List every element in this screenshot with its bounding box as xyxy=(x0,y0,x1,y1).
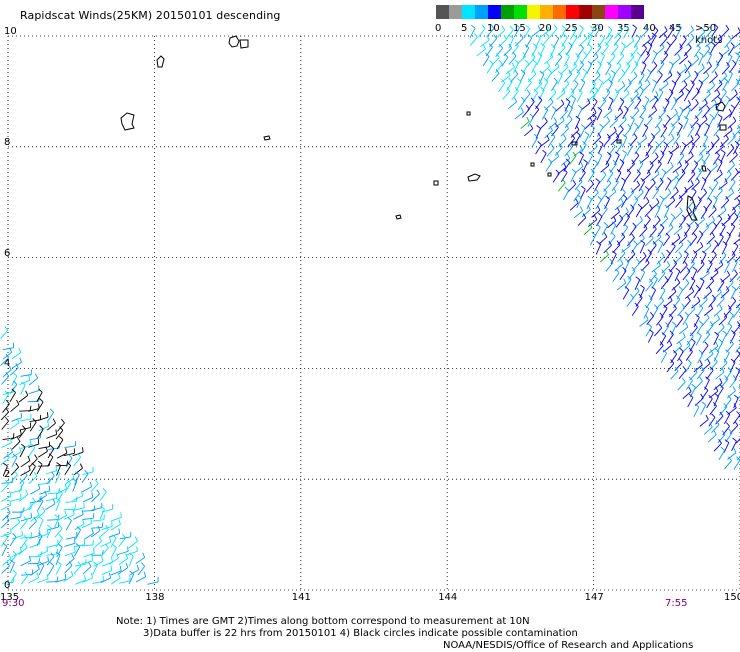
island-outline xyxy=(434,181,438,185)
credit-line: NOAA/NESDIS/Office of Research and Appli… xyxy=(443,640,693,652)
lat-lon-grid xyxy=(8,36,740,590)
longitude-tick-label: 144 xyxy=(438,592,457,604)
latitude-tick-label: 2 xyxy=(4,469,10,481)
island-outline xyxy=(121,113,134,130)
island-outline xyxy=(396,215,401,219)
island-outline xyxy=(467,112,470,115)
latitude-tick-label: 10 xyxy=(4,26,17,38)
island-outline xyxy=(240,40,248,48)
longitude-tick-label: 138 xyxy=(145,592,164,604)
note-line-2: 3)Data buffer is 22 hrs from 20150101 4)… xyxy=(143,628,578,640)
island-outline xyxy=(264,136,270,140)
island-outline xyxy=(548,173,551,176)
note-line-1: Note: 1) Times are GMT 2)Times along bot… xyxy=(116,616,530,628)
latitude-tick-label: 6 xyxy=(4,248,10,260)
longitude-tick-label: 150 xyxy=(724,592,740,604)
island-outline xyxy=(229,36,239,47)
latitude-tick-label: 8 xyxy=(4,137,10,149)
time-right-label: 7:55 xyxy=(665,598,687,610)
island-outline xyxy=(531,163,534,166)
latitude-tick-label: 0 xyxy=(4,580,10,592)
longitude-tick-label: 147 xyxy=(585,592,604,604)
time-left-label: 9:30 xyxy=(2,598,24,610)
island-outline xyxy=(702,166,706,171)
latitude-tick-label: 4 xyxy=(4,358,10,370)
island-coastlines xyxy=(121,36,726,220)
island-outline xyxy=(157,56,164,67)
longitude-tick-label: 141 xyxy=(292,592,311,604)
wind-barbs-layer xyxy=(1,24,740,584)
island-outline xyxy=(720,125,726,130)
island-outline xyxy=(468,174,480,181)
island-outline xyxy=(572,142,577,145)
